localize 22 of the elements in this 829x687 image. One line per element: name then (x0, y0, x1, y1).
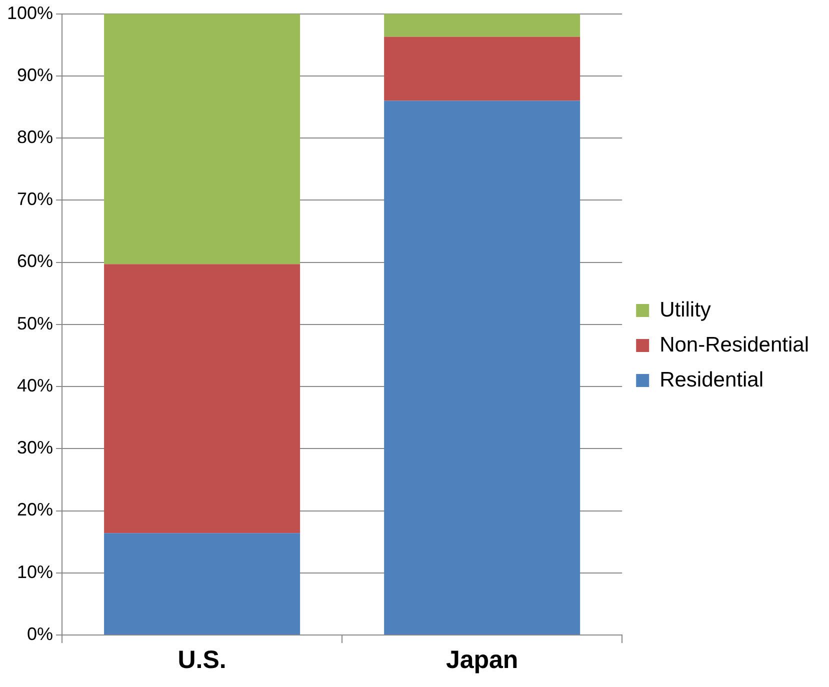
y-tick-label: 100% (6, 2, 54, 23)
bar (104, 264, 300, 534)
bar (384, 14, 580, 37)
legend-label: Non-Residential (660, 333, 810, 356)
bar (104, 533, 300, 634)
bar (384, 100, 580, 634)
x-tick-label: Japan (446, 646, 518, 674)
legend-label: Utility (660, 298, 712, 322)
y-tick-label: 80% (17, 127, 54, 148)
y-tick-label: 20% (17, 500, 54, 520)
y-tick-label: 50% (17, 313, 54, 334)
bar (104, 14, 300, 264)
legend-label: Residential (660, 368, 764, 392)
x-tick-label: U.S. (178, 646, 226, 674)
y-tick-label: 30% (17, 438, 54, 458)
y-tick-label: 10% (17, 562, 54, 582)
y-tick-label: 60% (17, 251, 54, 272)
y-tick-label: 70% (17, 189, 54, 210)
bar (384, 36, 580, 101)
y-tick-label: 0% (27, 624, 54, 644)
y-tick-label: 40% (17, 375, 54, 396)
y-tick-label: 90% (17, 64, 54, 85)
